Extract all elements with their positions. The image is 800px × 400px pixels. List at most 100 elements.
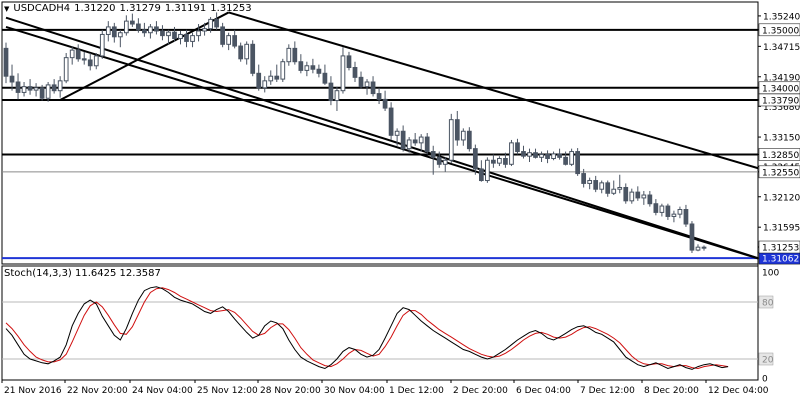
candle-body-bear xyxy=(581,173,587,184)
collapse-triangle-icon[interactable]: ▼ xyxy=(4,4,10,13)
candle-body-bear xyxy=(322,72,328,84)
candle-body-bear xyxy=(472,148,478,170)
time-label-10: 8 Dec 20:00 xyxy=(644,386,699,396)
candle-body-bear xyxy=(430,151,436,158)
candle-29 xyxy=(178,30,183,45)
candle-4 xyxy=(27,79,33,95)
candle-body-bull xyxy=(286,47,292,63)
time-label-0: 21 Nov 2016 xyxy=(4,386,62,396)
candle-body-bull xyxy=(569,151,574,165)
candle-body-bear xyxy=(635,191,641,199)
candle-36 xyxy=(220,22,225,48)
candle-112 xyxy=(677,206,683,219)
candle-97 xyxy=(587,177,593,190)
candle-15 xyxy=(93,53,99,70)
candle-body-bull xyxy=(460,130,466,141)
candle-body-bull xyxy=(99,33,105,57)
candle-body-bear xyxy=(653,203,659,213)
candle-body-bear xyxy=(466,130,472,150)
candle-105 xyxy=(635,186,641,201)
candle-47 xyxy=(286,44,292,66)
candle-body-bull xyxy=(599,182,605,190)
candle-body-bear xyxy=(557,153,562,158)
candle-body-bear xyxy=(328,82,334,102)
candle-body-bull xyxy=(208,18,213,30)
time-label-6: 1 Dec 12:00 xyxy=(389,386,444,396)
candle-89 xyxy=(539,151,544,162)
candle-body-bear xyxy=(352,67,358,78)
candle-body-bull xyxy=(69,49,75,59)
candle-body-bear xyxy=(358,76,364,88)
candle-45 xyxy=(274,64,280,82)
candle-body-bull xyxy=(617,186,623,190)
candle-23 xyxy=(142,22,147,37)
candle-65 xyxy=(394,128,400,146)
price-tick-label-11: 1.32120 xyxy=(763,193,800,203)
time-label-3: 25 Nov 12:00 xyxy=(197,386,258,396)
candle-body-bull xyxy=(123,20,129,34)
candle-body-bear xyxy=(424,136,430,153)
candle-6 xyxy=(39,84,45,101)
candle-58 xyxy=(352,61,358,82)
candle-40 xyxy=(244,41,250,65)
candle-56 xyxy=(340,47,346,94)
candle-body-bull xyxy=(641,194,647,199)
time-label-1: 22 Nov 20:00 xyxy=(67,386,128,396)
candle-body-bear xyxy=(503,158,508,165)
candle-body-bull xyxy=(304,65,310,71)
candle-7 xyxy=(45,81,51,102)
level-axis-5-label: 1.31062 xyxy=(762,255,799,265)
candle-80 xyxy=(485,157,490,183)
candle-body-bear xyxy=(142,29,147,34)
candle-body-bear xyxy=(400,130,406,150)
time-label-9: 7 Dec 12:00 xyxy=(580,386,635,396)
candle-34 xyxy=(208,17,213,33)
candle-62 xyxy=(376,87,382,105)
candle-body-bull xyxy=(178,33,183,40)
ohlc-high: 1.31279 xyxy=(119,3,161,14)
candle-111 xyxy=(671,210,677,223)
candle-body-bull xyxy=(57,80,63,92)
candle-35 xyxy=(214,12,219,30)
candle-body-bear xyxy=(388,107,394,136)
candle-body-bull xyxy=(659,205,665,213)
candle-body-bull xyxy=(340,55,346,92)
candle-body-bear xyxy=(136,23,141,31)
candle-body-bull xyxy=(695,246,701,251)
level-axis-4-label: 1.32550 xyxy=(762,168,799,178)
candle-body-bear xyxy=(232,35,238,47)
candle-body-bear xyxy=(521,151,526,157)
time-label-11: 12 Dec 04:00 xyxy=(708,386,769,396)
main-pane-content xyxy=(2,11,758,260)
candle-77 xyxy=(466,127,472,152)
stoch-signal-line xyxy=(5,287,729,370)
candle-94 xyxy=(569,148,574,167)
candle-109 xyxy=(659,203,665,217)
time-label-4: 28 Nov 20:00 xyxy=(260,386,321,396)
candle-73 xyxy=(442,157,448,172)
candle-18 xyxy=(111,22,117,43)
candle-91 xyxy=(551,151,556,161)
candle-body-bear xyxy=(436,156,442,165)
candle-61 xyxy=(370,76,376,97)
level-axis-4-box xyxy=(758,165,800,179)
candle-82 xyxy=(497,156,502,167)
candle-body-bear xyxy=(111,26,117,38)
candle-body-bear xyxy=(160,30,165,37)
candle-body-bear xyxy=(15,81,21,93)
candle-body-bear xyxy=(593,180,599,190)
candle-body-bear xyxy=(172,31,177,40)
candle-body-bear xyxy=(75,49,81,60)
candle-50 xyxy=(304,61,310,77)
price-tick-label-2: 1.34715 xyxy=(763,43,800,53)
candle-92 xyxy=(557,148,562,160)
candle-body-bear xyxy=(623,186,629,202)
candle-42 xyxy=(256,64,262,91)
candle-63 xyxy=(382,90,388,111)
candle-88 xyxy=(533,148,538,159)
candle-body-bull xyxy=(406,139,412,150)
candle-48 xyxy=(292,41,298,65)
candle-71 xyxy=(430,145,436,175)
level-axis-2-box xyxy=(758,93,800,107)
